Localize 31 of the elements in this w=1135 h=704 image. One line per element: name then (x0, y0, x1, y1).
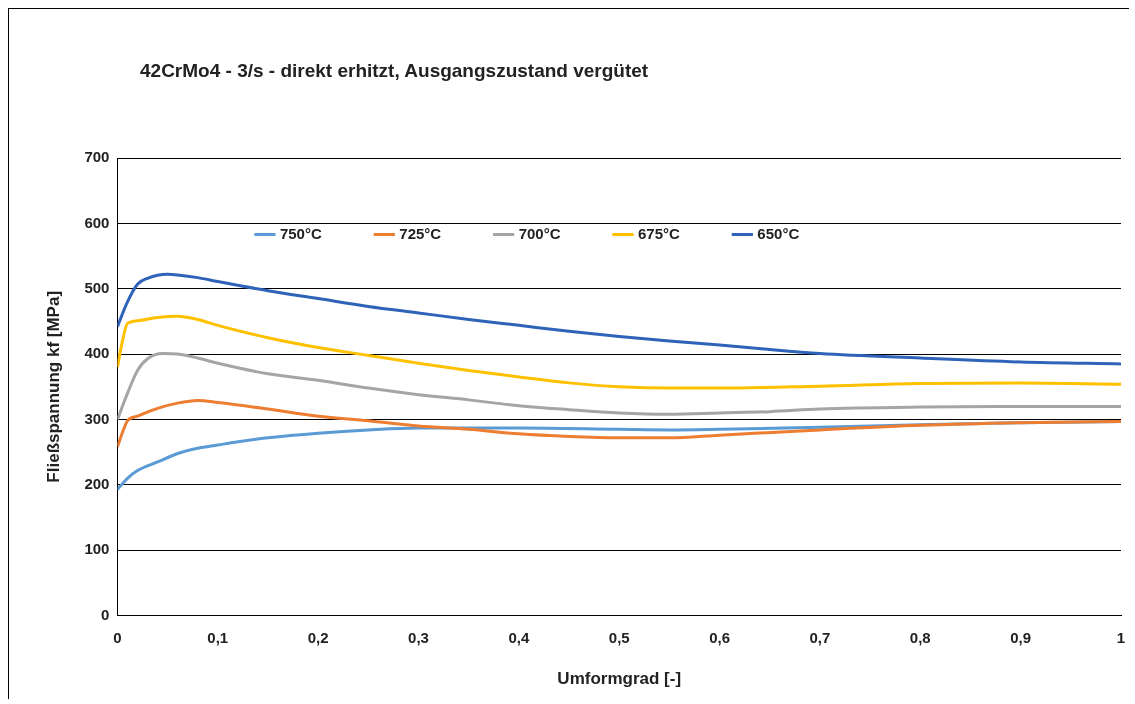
x-tick-label: 0,2 (307, 628, 329, 646)
y-tick-label: 400 (84, 344, 110, 362)
x-tick-label: 0,5 (608, 628, 630, 646)
line-series (117, 399, 1121, 449)
y-tick-label: 0 (101, 605, 110, 623)
legend-label: 750°C (279, 224, 322, 242)
y-tick-label: 700 (84, 148, 110, 166)
x-tick-label: 0,1 (207, 628, 229, 646)
legend-label: 675°C (638, 224, 681, 242)
legend-label: 650°C (757, 224, 800, 242)
line-series (117, 351, 1121, 421)
x-axis-title: Umformgrad [-] (557, 669, 682, 689)
line-series (117, 314, 1121, 390)
y-tick-label: 100 (84, 540, 110, 558)
y-tick-label: 600 (84, 213, 110, 231)
x-tick-label: 0,7 (809, 628, 831, 646)
x-tick-label: 0,3 (408, 628, 429, 646)
legend-label: 725°C (399, 224, 442, 242)
x-tick-label: 0,9 (1010, 628, 1032, 646)
chart-title: 42CrMo4 - 3/s - direkt erhitzt, Ausgangszustand vergütet (140, 60, 649, 82)
x-tick-label: 0 (113, 628, 122, 646)
y-tick-label: 500 (84, 278, 110, 296)
y-axis-title: Fließspannung kf [MPa] (43, 290, 63, 483)
x-tick-label: 0,6 (709, 628, 730, 646)
y-tick-label: 200 (84, 475, 110, 492)
legend-label: 700°C (518, 224, 561, 242)
x-tick-label: 0,8 (909, 628, 931, 646)
line-series (117, 272, 1121, 366)
x-tick-label: 0,4 (508, 628, 530, 646)
y-tick-label: 300 (84, 409, 110, 427)
x-tick-label: 1 (1116, 628, 1126, 646)
